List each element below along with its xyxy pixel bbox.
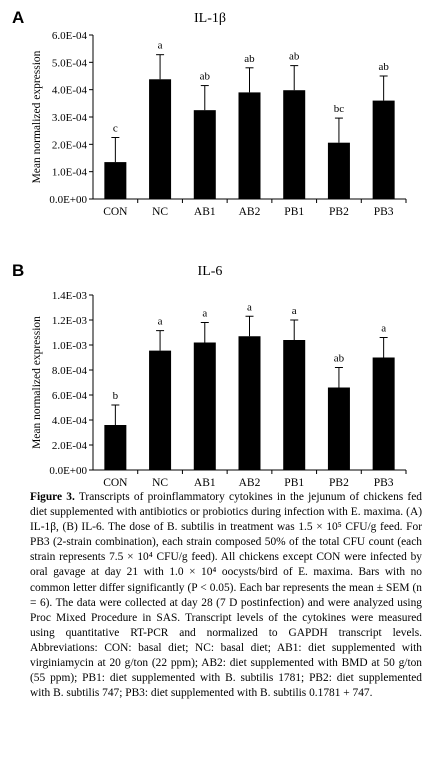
y-axis-label: Mean normalized expression	[31, 50, 43, 183]
category-label: CON	[103, 477, 128, 489]
y-tick-label: 0.0E+00	[49, 194, 87, 206]
y-tick-label: 4.0E-04	[52, 415, 88, 427]
y-tick-label: 6.0E-04	[52, 30, 88, 42]
category-label: AB2	[239, 206, 261, 218]
y-tick-label: 4.0E-04	[52, 85, 88, 97]
category-label: PB3	[374, 477, 394, 489]
figure-label: Figure 3.	[30, 491, 75, 503]
significance-letter: b	[113, 390, 119, 402]
bar	[193, 110, 216, 199]
category-label: PB2	[329, 477, 349, 489]
category-label: PB1	[284, 206, 304, 218]
y-tick-label: 3.0E-04	[52, 112, 88, 124]
figure-caption: Figure 3. Transcripts of proinflammatory…	[30, 490, 422, 701]
bar	[327, 142, 350, 199]
significance-letter: ab	[334, 353, 345, 365]
significance-letter: ab	[378, 61, 389, 73]
y-tick-label: 2.0E-04	[52, 440, 88, 452]
chart-panel-a: A IL-1β Mean normalized expression 0.0E+00 1…	[0, 0, 423, 240]
bar	[104, 162, 127, 199]
bar	[238, 92, 261, 199]
category-label: NC	[152, 206, 168, 218]
il6-chart: B IL-6 Mean normalized expression 0.0E+00 2.…	[12, 261, 407, 489]
significance-letter: a	[247, 301, 252, 313]
panel-label: A	[12, 8, 24, 27]
y-tick-label: 8.0E-04	[52, 365, 88, 377]
category-label: AB1	[194, 477, 216, 489]
significance-letter: a	[381, 323, 386, 335]
significance-letter: ab	[289, 51, 300, 63]
category-label: NC	[152, 477, 168, 489]
bar	[238, 336, 261, 470]
y-tick-label: 2.0E-04	[52, 139, 88, 151]
bar	[372, 357, 395, 470]
y-tick-label: 6.0E-04	[52, 390, 88, 402]
category-label: PB1	[284, 477, 304, 489]
category-label: CON	[103, 206, 128, 218]
panel-label: B	[12, 261, 24, 280]
chart-title: IL-6	[198, 264, 223, 279]
chart-title: IL-1β	[194, 11, 226, 26]
category-label: AB1	[194, 206, 216, 218]
bar	[149, 350, 172, 470]
significance-letter: a	[202, 308, 207, 320]
bar	[372, 100, 395, 199]
bar	[327, 387, 350, 470]
y-tick-label: 0.0E+00	[49, 465, 87, 477]
il1b-chart: A IL-1β Mean normalized expression 0.0E+00 1…	[12, 8, 407, 218]
bar	[193, 342, 216, 470]
significance-letter: a	[292, 305, 297, 317]
y-tick-label: 1.4E-03	[52, 290, 88, 302]
bar	[149, 79, 172, 199]
category-label: PB3	[374, 206, 394, 218]
significance-letter: ab	[244, 53, 255, 65]
significance-letter: bc	[334, 103, 345, 115]
y-tick-label: 1.0E-03	[52, 340, 88, 352]
bar	[283, 340, 306, 470]
chart-panel-b: B IL-6 Mean normalized expression 0.0E+00 2.…	[0, 258, 423, 489]
y-tick-label: 1.2E-03	[52, 315, 88, 327]
significance-letter: ab	[200, 71, 211, 83]
y-tick-label: 1.0E-04	[52, 167, 88, 179]
bar	[283, 90, 306, 199]
figure-caption-text: Transcripts of proinflammatory cytokines…	[30, 491, 422, 700]
category-label: AB2	[239, 477, 261, 489]
significance-letter: c	[113, 123, 118, 135]
significance-letter: a	[158, 40, 163, 52]
category-label: PB2	[329, 206, 349, 218]
y-axis-label: Mean normalized expression	[31, 316, 43, 449]
bar	[104, 425, 127, 470]
significance-letter: a	[158, 316, 163, 328]
y-tick-label: 5.0E-04	[52, 57, 88, 69]
